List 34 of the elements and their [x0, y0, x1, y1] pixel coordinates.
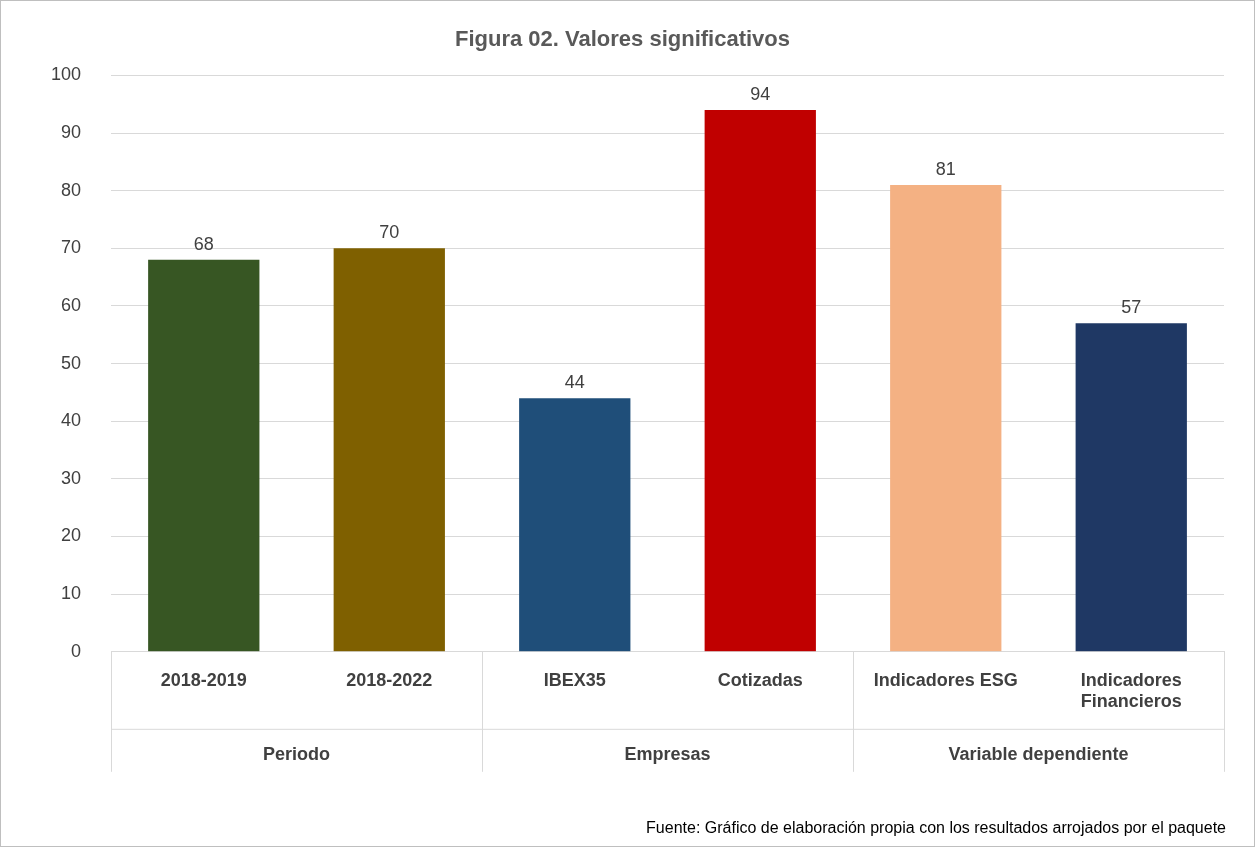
- x-tick-label: Indicadores ESG: [873, 669, 1018, 690]
- bar: [148, 259, 260, 652]
- y-tick-label: 20: [61, 525, 82, 546]
- bar: [704, 109, 816, 652]
- source-note: Fuente: Gráfico de elaboración propia con los resultados arrojados por el paquete: [646, 819, 1227, 837]
- text: Empresas: [624, 743, 711, 764]
- y-tick-label: 70: [61, 237, 82, 258]
- bar: [519, 398, 631, 652]
- y-tick-label: 30: [61, 467, 82, 488]
- x-tick-label: 2018-2019: [160, 669, 247, 690]
- chart-title: Figura 02. Valores significativos: [454, 26, 791, 52]
- text: Variable dependiente: [948, 743, 1129, 764]
- y-tick-label: 100: [50, 64, 82, 85]
- bar: [333, 248, 445, 652]
- x-tick-label: IBEX35: [543, 669, 606, 690]
- y-tick-label: 0: [71, 640, 82, 661]
- x-tick-label: Cotizadas: [717, 669, 803, 690]
- data-label: 94: [750, 83, 771, 104]
- data-label: 70: [379, 222, 400, 243]
- y-tick-label: 10: [61, 583, 82, 604]
- x-tick-label: Indicadores Financieros: [1080, 669, 1182, 712]
- y-tick-label: 90: [61, 122, 82, 143]
- bar: [890, 184, 1002, 652]
- y-tick-label: 50: [61, 352, 82, 373]
- y-tick-label: 80: [61, 179, 82, 200]
- x-tick-label: 2018-2022: [346, 669, 433, 690]
- data-label: 57: [1121, 297, 1142, 318]
- y-tick-label: 60: [61, 294, 82, 315]
- data-label: 81: [935, 158, 956, 179]
- data-label: 44: [564, 372, 585, 393]
- data-label: 68: [193, 233, 214, 254]
- bar: [1075, 323, 1187, 652]
- y-tick-label: 40: [61, 410, 82, 431]
- text: Periodo: [263, 743, 331, 764]
